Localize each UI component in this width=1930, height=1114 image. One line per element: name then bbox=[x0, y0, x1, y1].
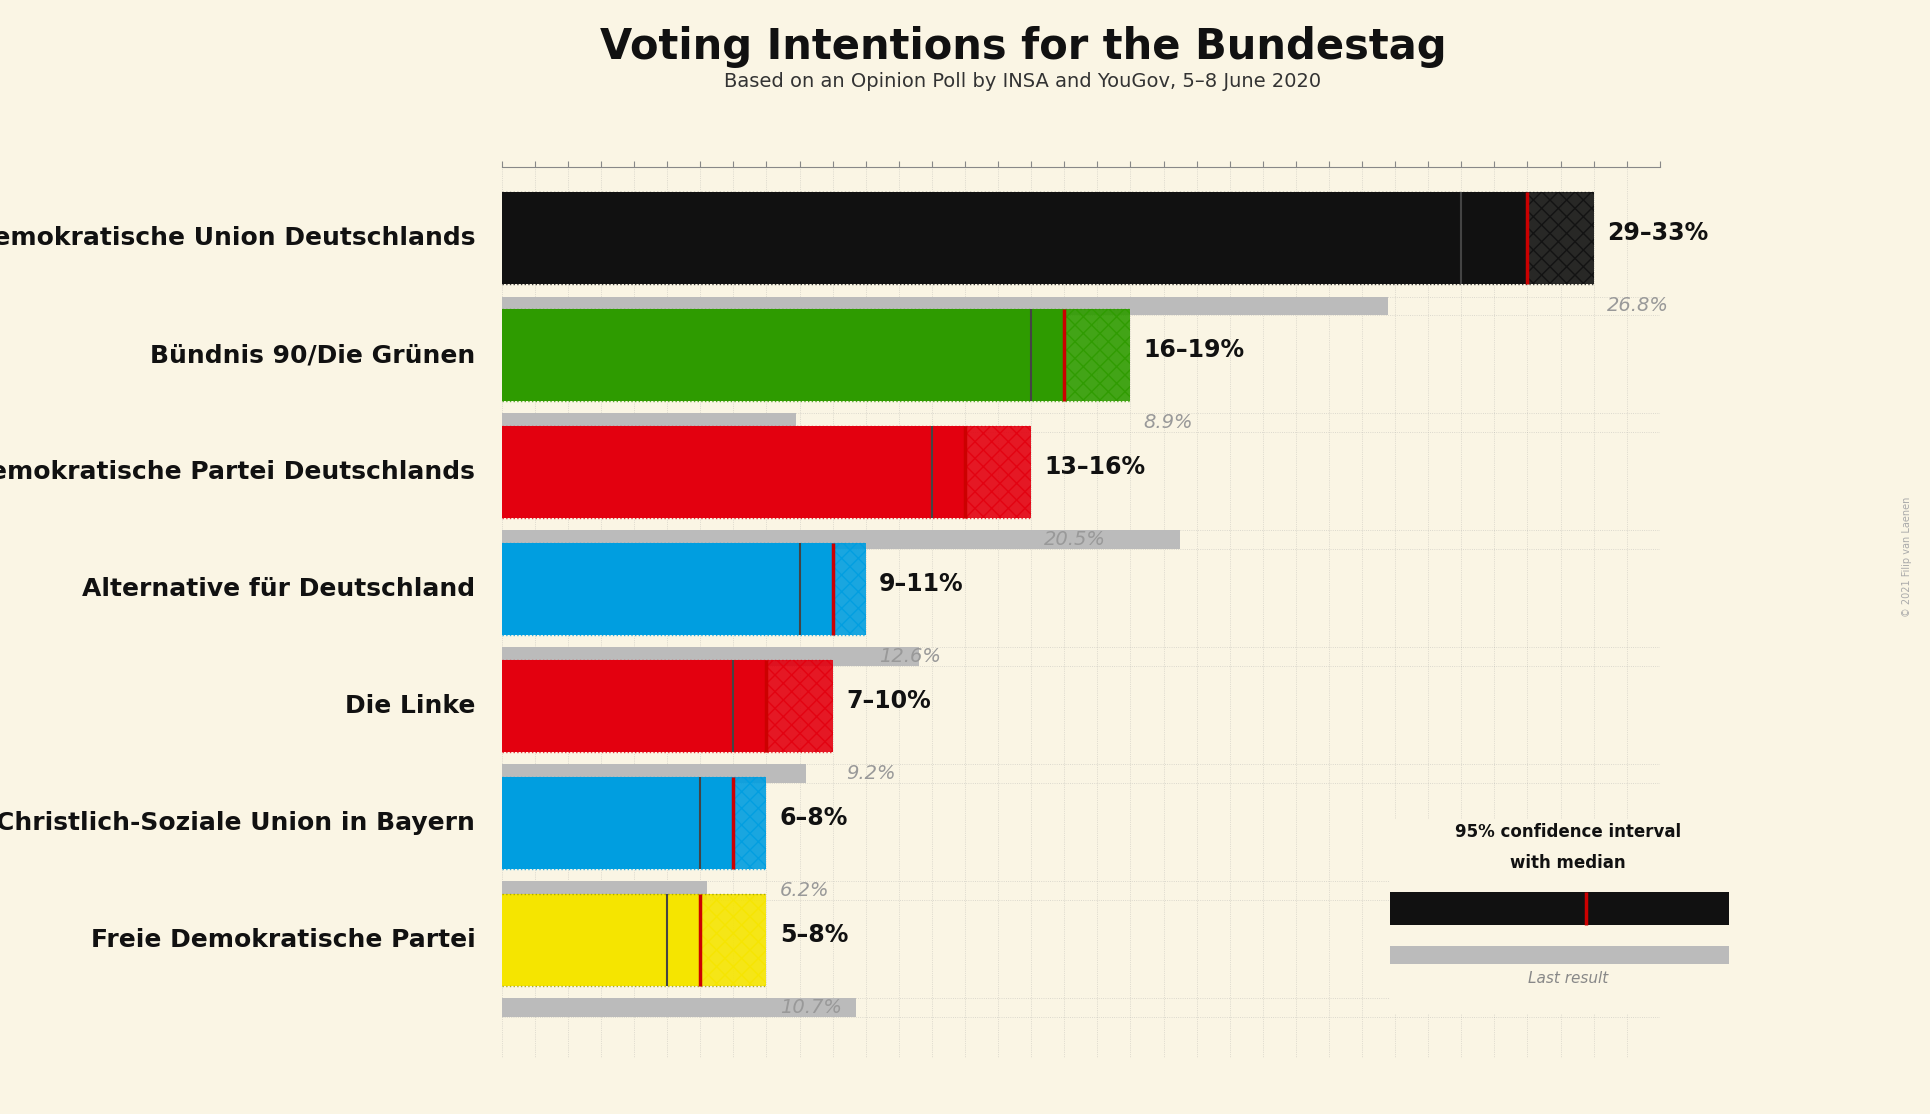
Bar bbox=[502, 192, 1527, 284]
Text: 7–10%: 7–10% bbox=[845, 688, 930, 713]
Bar bbox=[502, 659, 766, 752]
Bar bbox=[733, 776, 766, 869]
Bar bbox=[1390, 892, 1621, 925]
Text: Freie Demokratische Partei: Freie Demokratische Partei bbox=[91, 928, 475, 951]
Text: 5–8%: 5–8% bbox=[780, 922, 847, 947]
Text: Christlich-Soziale Union in Bayern: Christlich-Soziale Union in Bayern bbox=[0, 811, 475, 834]
Text: 10.7%: 10.7% bbox=[780, 998, 841, 1017]
Bar bbox=[766, 659, 832, 752]
Bar bbox=[832, 543, 867, 635]
Bar bbox=[1063, 309, 1131, 401]
Bar bbox=[1621, 892, 1729, 925]
Text: 16–19%: 16–19% bbox=[1144, 338, 1245, 362]
Bar bbox=[1390, 947, 1729, 964]
Text: 26.8%: 26.8% bbox=[1608, 296, 1669, 315]
Text: © 2021 Filip van Laenen: © 2021 Filip van Laenen bbox=[1901, 497, 1913, 617]
Bar bbox=[965, 426, 1031, 518]
Text: Christlich Demokratische Union Deutschlands: Christlich Demokratische Union Deutschla… bbox=[0, 226, 475, 251]
Text: 6–8%: 6–8% bbox=[780, 805, 847, 830]
Bar bbox=[502, 998, 855, 1017]
Text: Alternative für Deutschland: Alternative für Deutschland bbox=[83, 577, 475, 600]
Text: 9–11%: 9–11% bbox=[878, 571, 963, 596]
Text: 9.2%: 9.2% bbox=[845, 764, 896, 783]
Text: 20.5%: 20.5% bbox=[1044, 530, 1106, 549]
Bar bbox=[502, 309, 1063, 401]
Text: 29–33%: 29–33% bbox=[1608, 221, 1708, 245]
Bar bbox=[502, 426, 965, 518]
Text: 8.9%: 8.9% bbox=[1144, 413, 1193, 432]
Bar bbox=[502, 893, 701, 986]
Bar bbox=[502, 413, 797, 432]
Bar bbox=[502, 776, 733, 869]
Text: Bündnis 90/Die Grünen: Bündnis 90/Die Grünen bbox=[151, 343, 475, 367]
Text: with median: with median bbox=[1511, 853, 1625, 872]
Text: Based on an Opinion Poll by INSA and YouGov, 5–8 June 2020: Based on an Opinion Poll by INSA and You… bbox=[724, 72, 1322, 91]
Text: Voting Intentions for the Bundestag: Voting Intentions for the Bundestag bbox=[600, 26, 1446, 68]
Bar bbox=[502, 296, 1388, 315]
Bar bbox=[502, 530, 1179, 549]
Text: 12.6%: 12.6% bbox=[878, 647, 940, 666]
Bar bbox=[701, 893, 766, 986]
Bar bbox=[1527, 192, 1594, 284]
Text: 95% confidence interval: 95% confidence interval bbox=[1455, 822, 1681, 841]
Text: 13–16%: 13–16% bbox=[1044, 455, 1146, 479]
Text: 6.2%: 6.2% bbox=[780, 881, 830, 900]
Bar bbox=[502, 881, 706, 900]
Bar bbox=[502, 543, 832, 635]
Bar bbox=[502, 647, 919, 666]
Text: Sozialdemokratische Partei Deutschlands: Sozialdemokratische Partei Deutschlands bbox=[0, 460, 475, 483]
Text: Die Linke: Die Linke bbox=[345, 694, 475, 717]
Text: Last result: Last result bbox=[1529, 970, 1608, 986]
Bar bbox=[502, 764, 807, 783]
